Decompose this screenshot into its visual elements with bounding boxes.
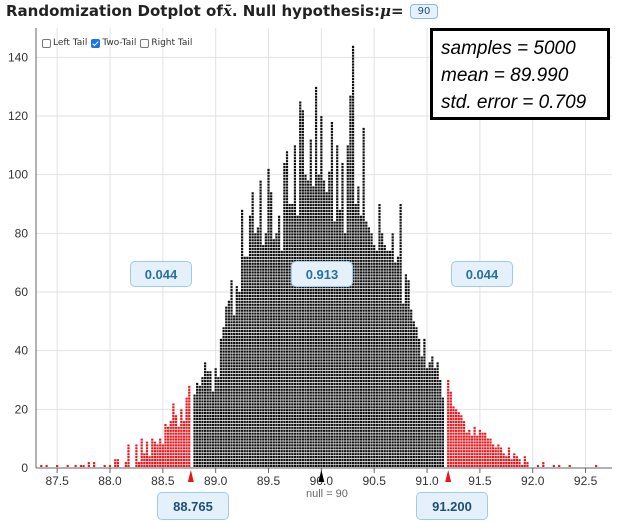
x-tick-label: 88.0: [98, 474, 122, 488]
y-tick-label: 80: [15, 226, 29, 240]
parameter-symbol: μ: [380, 2, 391, 20]
two-tail-checkbox[interactable]: [91, 38, 101, 48]
left-cutoff-input[interactable]: 88.765: [157, 492, 229, 520]
x-tick-label: 92.0: [521, 474, 545, 488]
chart-title: Randomization Dotplot of x̄ . Null hypot…: [6, 2, 439, 20]
summary-stats-box: samples = 5000 mean = 89.990 std. error …: [430, 28, 610, 120]
y-tick-label: 120: [8, 109, 28, 123]
x-tick-label: 89.5: [257, 474, 281, 488]
x-tick-label: 88.5: [151, 474, 175, 488]
two-tail-label: Two-Tail: [102, 38, 137, 48]
middle-proportion: 0.913: [291, 261, 353, 287]
mean-stat: mean = 89.990: [441, 65, 569, 86]
x-tick-label: 91.0: [415, 474, 439, 488]
y-tick-label: 140: [8, 50, 28, 64]
y-tick-label: 60: [15, 285, 29, 299]
x-tick-label: 92.5: [574, 474, 598, 488]
null-value-input[interactable]: 90: [409, 3, 439, 19]
left-tail-checkbox[interactable]: [42, 38, 51, 48]
statistic-symbol: x̄: [222, 2, 232, 20]
left-tail-option[interactable]: Left Tail: [42, 38, 87, 48]
right-cutoff-input[interactable]: 91.200: [416, 492, 488, 520]
x-tick-label: 87.5: [45, 474, 69, 488]
title-equals: =: [391, 2, 404, 20]
x-tick-label: 90.5: [363, 474, 387, 488]
y-tick-label: 20: [15, 402, 29, 416]
samples-stat: samples = 5000: [441, 38, 576, 59]
y-tick-label: 40: [15, 344, 29, 358]
std-error-stat: std. error = 0.709: [441, 92, 587, 113]
x-tick-label: 89.0: [204, 474, 228, 488]
right-tail-proportion: 0.044: [451, 261, 513, 287]
left-cutoff-marker: [187, 470, 194, 482]
x-tick-label: 91.5: [468, 474, 492, 488]
tail-options: Left Tail Two-Tail Right Tail: [42, 38, 192, 48]
y-tick-label: 0: [21, 461, 28, 475]
right-tail-label: Right Tail: [151, 38, 193, 48]
right-cutoff-marker: [445, 470, 452, 482]
null-value-label: null = 90: [306, 488, 348, 500]
right-tail-checkbox[interactable]: [140, 38, 150, 48]
title-prefix: Randomization Dotplot of: [6, 2, 223, 20]
left-tail-label: Left Tail: [53, 38, 88, 48]
two-tail-option[interactable]: Two-Tail: [91, 38, 136, 48]
null-value-marker: [318, 470, 325, 482]
title-middle: . Null hypothesis:: [231, 2, 381, 20]
left-tail-proportion: 0.044: [130, 261, 192, 287]
y-tick-label: 100: [8, 168, 28, 182]
right-tail-option[interactable]: Right Tail: [140, 38, 192, 48]
